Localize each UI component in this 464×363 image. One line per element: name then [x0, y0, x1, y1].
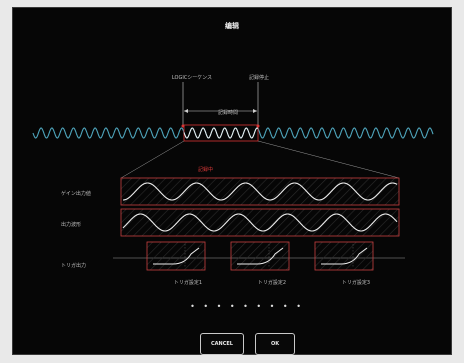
trigger-output-label: トリガ出力: [61, 263, 87, 269]
range-arrow-left-head: [184, 109, 188, 113]
cancel-button[interactable]: CANCEL: [200, 333, 244, 355]
output-wave-label: 出力波形: [61, 222, 82, 228]
pagination-dots[interactable]: • • • • • • • • •: [190, 302, 304, 311]
zoom-projection-right: [257, 140, 400, 179]
gain-output-label: ゲイン出力値: [61, 191, 91, 197]
ok-button[interactable]: OK: [255, 333, 295, 355]
trigger-box-2[interactable]: [230, 241, 290, 271]
trigger-box-2-label: トリガ設定2: [257, 280, 287, 286]
gain-output-panel[interactable]: [120, 177, 400, 206]
end-marker-dot: [256, 124, 260, 128]
start-marker-label: LOGICシーケンス: [171, 75, 213, 81]
gain-output-waveform: [123, 182, 398, 201]
output-wave-panel[interactable]: [120, 208, 400, 237]
main-dialog: 编辑 LOGICシーケンス 記録停止 記録時間 記録中 ゲイン出力値 出力波形 …: [12, 7, 452, 355]
trigger-box-1[interactable]: [146, 241, 206, 271]
trigger-box-1-label: トリガ設定1: [173, 280, 203, 286]
range-arrow-right-head: [253, 109, 257, 113]
output-waveform: [122, 213, 398, 232]
waveform-diagram: [32, 82, 434, 271]
zoom-projection-left: [120, 140, 185, 179]
trigger-box-3-label: トリガ設定3: [341, 280, 371, 286]
trigger-box-3[interactable]: [314, 241, 374, 271]
selected-segment-waveform: [183, 127, 259, 139]
selected-segment-label: 記録中: [198, 167, 214, 173]
start-marker-dot: [181, 124, 185, 128]
page-title: 编辑: [225, 22, 239, 30]
range-label: 記録時間: [217, 110, 238, 116]
end-marker-label: 記録停止: [248, 75, 269, 81]
